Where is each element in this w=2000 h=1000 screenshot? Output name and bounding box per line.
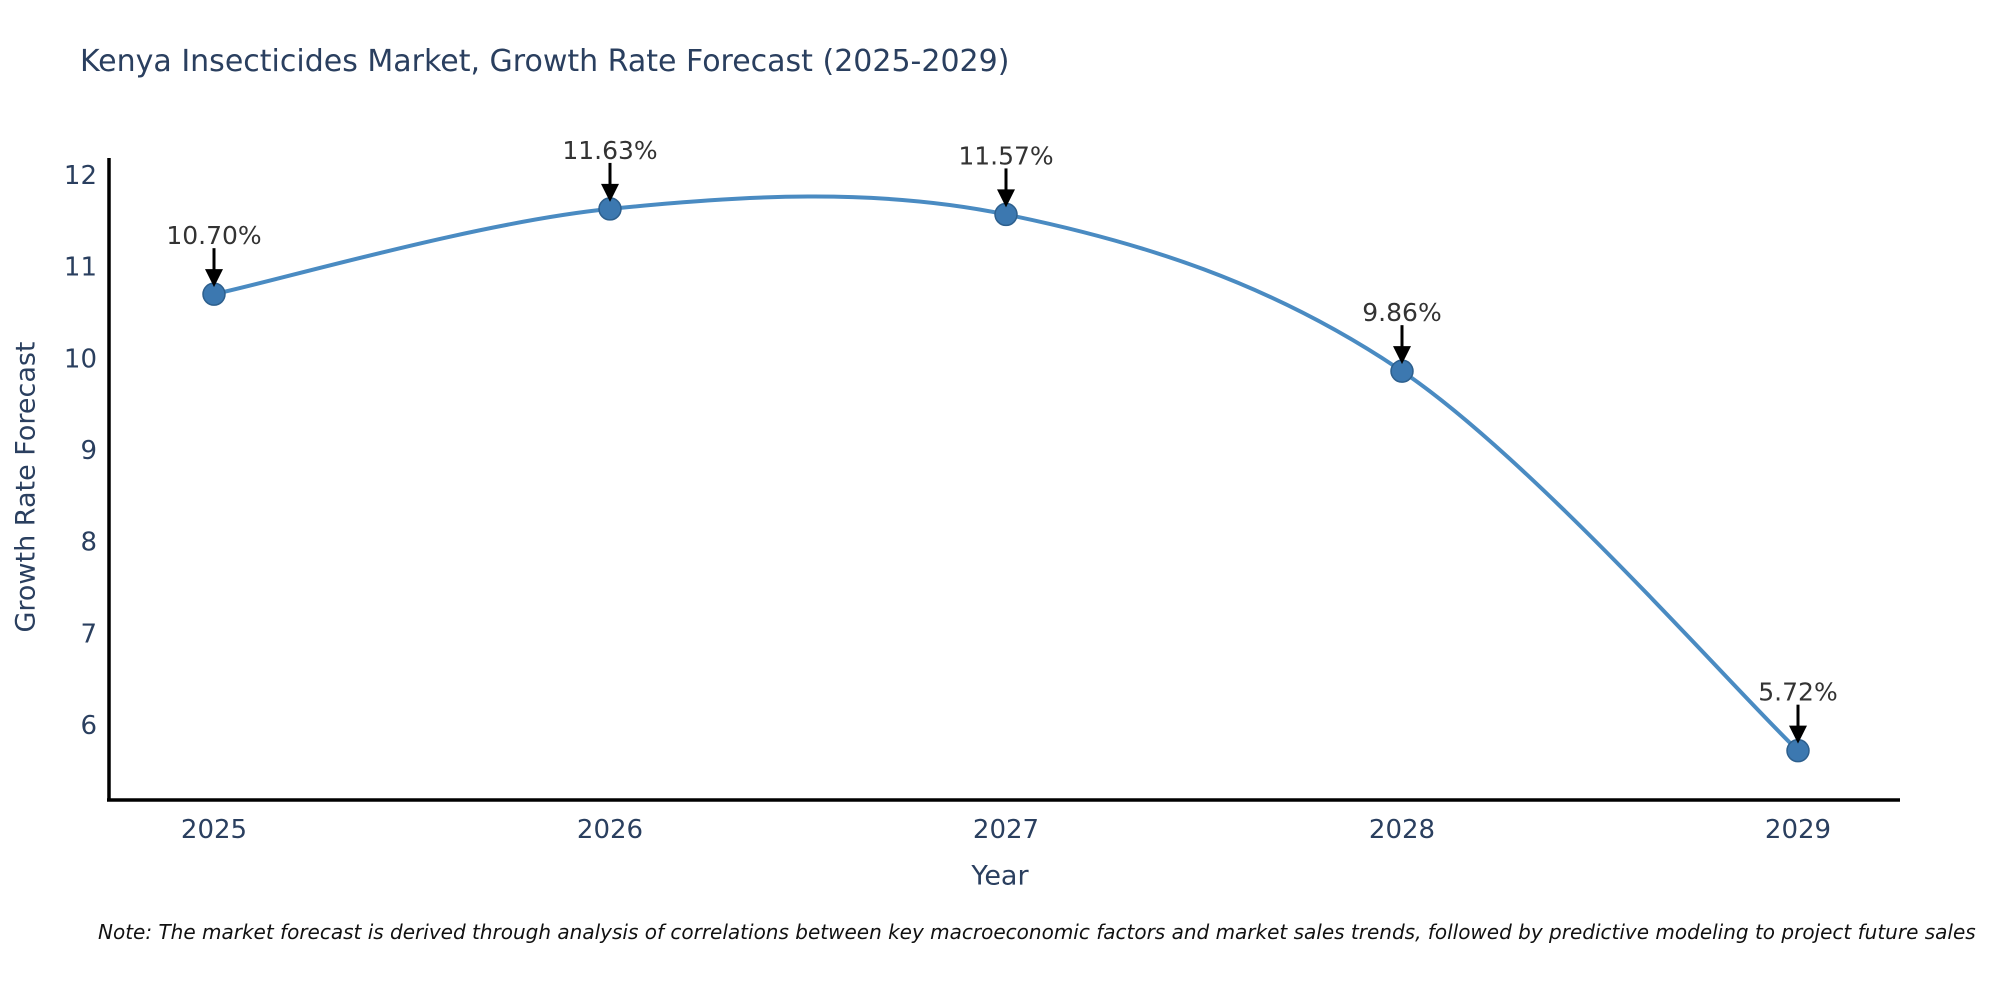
y-tick-label: 7 — [80, 619, 97, 649]
annotation-arrowhead-icon — [1393, 346, 1411, 365]
annotation-arrowhead-icon — [205, 269, 223, 288]
y-tick-label: 6 — [80, 711, 97, 741]
x-tick-label: 2029 — [1765, 815, 1831, 845]
annotation-label: 10.70% — [166, 221, 261, 250]
x-tick-label: 2025 — [181, 815, 247, 845]
x-axis-title: Year — [971, 860, 1029, 892]
annotation-label: 11.57% — [958, 141, 1053, 170]
x-tick-label: 2028 — [1369, 815, 1435, 845]
annotation-arrowhead-icon — [601, 183, 619, 202]
trend-line — [213, 194, 1800, 753]
footnote: Note: The market forecast is derived thr… — [98, 920, 1976, 944]
annotation-arrowhead-icon — [997, 189, 1015, 208]
x-tick-label: 2026 — [577, 815, 643, 845]
annotation-label: 5.72% — [1758, 678, 1837, 707]
annotation-label: 9.86% — [1362, 298, 1441, 327]
chart-title: Kenya Insecticides Market, Growth Rate F… — [80, 44, 1010, 79]
y-tick-label: 9 — [80, 436, 97, 466]
y-tick-label: 10 — [64, 344, 97, 374]
y-tick-label: 8 — [80, 528, 97, 558]
annotation-arrowhead-icon — [1789, 725, 1807, 744]
y-tick-label: 11 — [64, 253, 97, 283]
y-axis-title: Growth Rate Forecast — [10, 341, 42, 633]
annotation-label: 11.63% — [562, 136, 657, 165]
y-tick-label: 12 — [64, 161, 97, 191]
x-tick-label: 2027 — [973, 815, 1039, 845]
